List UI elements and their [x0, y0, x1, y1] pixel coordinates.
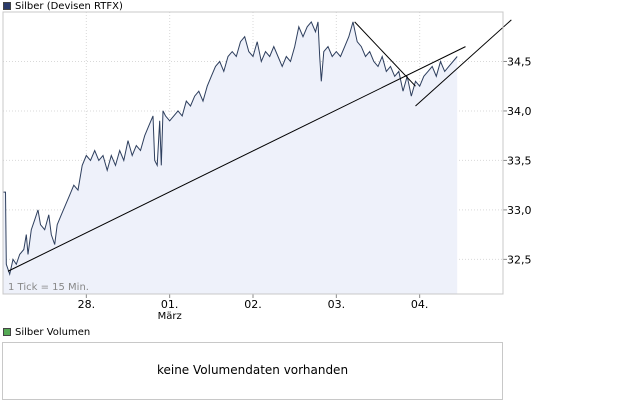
x-tick-label: 04. — [411, 298, 429, 311]
y-axis: 32,5 33,0 33,5 34,0 34,5 — [503, 55, 532, 266]
price-legend-swatch — [3, 2, 11, 10]
x-tick-label: 01. — [161, 298, 179, 311]
tick-note: 1 Tick = 15 Min. — [8, 282, 89, 293]
x-axis: 28. 01.März 02. 03. 04. — [78, 294, 429, 322]
x-tick-label: 28. — [78, 298, 96, 311]
trend-lines — [7, 19, 512, 272]
volume-legend: Silber Volumen — [3, 326, 90, 338]
no-volume-message: keine Volumendaten vorhanden — [156, 363, 349, 377]
y-tick-label: 34,5 — [507, 55, 532, 68]
trend-line — [7, 46, 466, 272]
price-legend: Silber (Devisen RTFX) — [3, 0, 123, 12]
trend-line — [354, 21, 416, 87]
y-tick-label: 33,5 — [507, 154, 532, 167]
price-line — [3, 20, 458, 277]
y-tick-label: 33,0 — [507, 204, 532, 217]
volume-legend-swatch — [3, 328, 11, 336]
trend-line — [415, 19, 512, 107]
volume-legend-label: Silber Volumen — [15, 326, 91, 338]
volume-panel: keine Volumendaten vorhanden — [2, 342, 503, 400]
price-area — [3, 21, 458, 295]
y-tick-label: 34,0 — [507, 105, 532, 118]
x-tick-sublabel: März — [158, 311, 182, 322]
plot-frame — [2, 11, 504, 295]
x-tick-label: 02. — [244, 298, 262, 311]
y-tick-label: 32,5 — [507, 253, 532, 266]
price-chart: 32,5 33,0 33,5 34,0 34,5 28. 01.März 02. 03. 04.… — [2, 11, 532, 322]
chart-title: Silber (Devisen RTFX) — [15, 0, 123, 12]
x-tick-label: 03. — [328, 298, 346, 311]
